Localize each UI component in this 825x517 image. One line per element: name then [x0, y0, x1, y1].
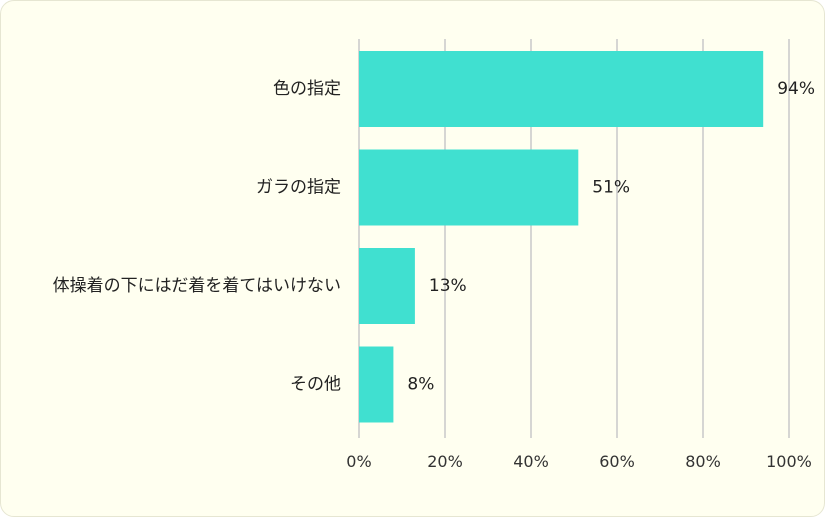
x-tick-label-3: 60%	[599, 452, 635, 471]
data-label-2: 13%	[429, 276, 467, 296]
category-label-0: 色の指定	[273, 79, 341, 99]
category-label-2: 体操着の下にはだ着を着てはいけない	[53, 276, 341, 296]
bars	[359, 51, 764, 423]
data-labels: 94% 51% 13% 8%	[407, 79, 815, 395]
bar-3	[359, 346, 394, 423]
x-tick-label-0: 0%	[346, 452, 371, 471]
data-label-3: 8%	[407, 375, 434, 395]
data-label-1: 51%	[592, 178, 630, 198]
bar-2	[359, 248, 415, 324]
category-label-3: その他	[290, 375, 341, 395]
category-label-1: ガラの指定	[256, 178, 341, 198]
x-tick-label-2: 40%	[513, 452, 549, 471]
x-tick-label-1: 20%	[427, 452, 463, 471]
x-axis-tick-labels: 0% 20% 40% 60% 80% 100%	[346, 452, 812, 471]
bar-1	[359, 149, 579, 226]
x-tick-label-4: 80%	[685, 452, 721, 471]
x-tick-label-5: 100%	[766, 452, 812, 471]
data-label-0: 94%	[777, 79, 815, 99]
bar-0	[359, 51, 764, 127]
